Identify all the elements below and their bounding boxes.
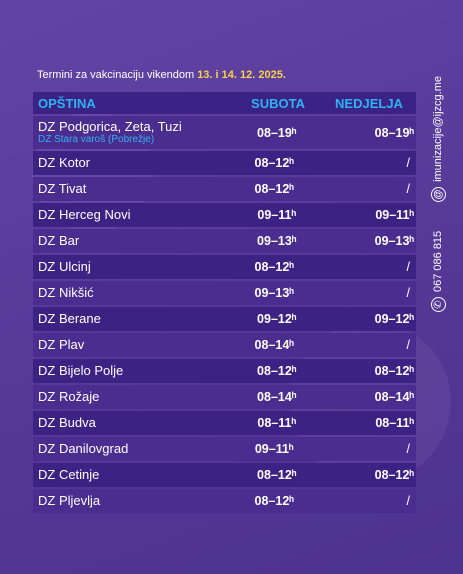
row-subota: 08–12ʰ xyxy=(257,468,297,482)
row-nedjelja: 09–13ʰ xyxy=(374,234,414,248)
row-subota: 08–12ʰ xyxy=(257,364,297,378)
row-nedjelja: / xyxy=(406,260,411,274)
row-opstina: DZ Bar xyxy=(33,234,233,248)
row-nedjelja: 09–12ʰ xyxy=(374,312,414,326)
table-row: DZ Pljevlja 08–12ʰ / xyxy=(33,489,416,513)
row-nedjelja: / xyxy=(406,286,411,300)
row-opstina: DZ Berane xyxy=(33,312,233,326)
table-row: DZ Herceg Novi 09–11ʰ 09–11ʰ xyxy=(33,203,416,227)
row-subota: 08–12ʰ xyxy=(254,494,294,508)
row-opstina: DZ Budva xyxy=(33,416,233,430)
row-subota: 09–11ʰ xyxy=(257,208,297,222)
opstina-name: DZ Rožaje xyxy=(38,389,100,404)
table-row: DZ Ulcinj 08–12ʰ / xyxy=(33,255,416,279)
opstina-name: DZ Plav xyxy=(38,337,85,352)
row-opstina: DZ Kotor xyxy=(33,156,231,170)
table-row: DZ Rožaje 08–14ʰ 08–14ʰ xyxy=(33,385,416,409)
page-title: Termini za vakcinaciju vikendom 13. i 14… xyxy=(37,69,286,81)
title-date: 13. i 14. 12. 2025. xyxy=(197,69,286,81)
opstina-name: DZ Ulcinj xyxy=(38,259,91,274)
row-subota: 08–12ʰ xyxy=(254,156,294,170)
table-row: DZ Nikšić 09–13ʰ / xyxy=(33,281,416,305)
table-row: DZ Kotor 08–12ʰ / xyxy=(33,151,416,175)
row-subota: 08–19ʰ xyxy=(257,125,297,140)
row-opstina: DZ Danilovgrad xyxy=(33,442,231,456)
schedule-table: OPŠTINA SUBOTA NEDJELJA DZ Podgorica, Ze… xyxy=(33,92,416,513)
row-nedjelja: 08–14ʰ xyxy=(374,390,414,404)
row-nedjelja: / xyxy=(406,338,411,352)
row-subota: 09–13ʰ xyxy=(257,234,297,248)
opstina-sub-location: DZ Stara varoš (Pobrežje) xyxy=(38,134,155,145)
row-subota: 09–11ʰ xyxy=(254,442,294,456)
header-subota: SUBOTA xyxy=(251,95,305,111)
row-opstina: DZ Rožaje xyxy=(33,390,233,404)
opstina-name: DZ Cetinje xyxy=(38,467,100,482)
row-subota: 08–14ʰ xyxy=(254,338,294,352)
opstina-name: DZ Budva xyxy=(38,415,96,430)
opstina-name: DZ Danilovgrad xyxy=(38,441,129,456)
phone-icon: ✆ xyxy=(430,297,446,312)
table-row: DZ Berane 09–12ʰ 09–12ʰ xyxy=(33,307,416,331)
table-row: DZ Danilovgrad 09–11ʰ / xyxy=(33,437,416,461)
opstina-name: DZ Bar xyxy=(38,233,80,248)
row-subota: 08–12ʰ xyxy=(254,182,294,196)
row-nedjelja: / xyxy=(406,182,411,196)
at-icon: @ xyxy=(430,186,446,202)
row-subota: 09–12ʰ xyxy=(257,312,297,326)
row-nedjelja: 08–12ʰ xyxy=(374,364,414,378)
row-subota: 08–14ʰ xyxy=(257,390,297,404)
opstina-name: DZ Nikšić xyxy=(38,285,94,300)
opstina-name: DZ Berane xyxy=(38,311,101,326)
row-opstina: DZ Ulcinj xyxy=(33,260,231,274)
title-text: Termini za vakcinaciju vikendom xyxy=(37,69,195,81)
row-opstina: DZ Pljevlja xyxy=(33,494,231,508)
row-nedjelja: 08–19ʰ xyxy=(374,125,414,140)
row-subota: 09–13ʰ xyxy=(254,286,294,300)
row-nedjelja: / xyxy=(406,494,411,508)
row-nedjelja: 08–12ʰ xyxy=(374,468,414,482)
table-row: DZ Tivat 08–12ʰ / xyxy=(33,177,416,201)
row-subota: 08–11ʰ xyxy=(257,416,297,430)
table-row: DZ Podgorica, Zeta, Tuzi DZ Stara varoš (… xyxy=(33,116,416,149)
row-subota: 08–12ʰ xyxy=(254,260,294,274)
row-nedjelja: 09–11ʰ xyxy=(375,208,414,222)
opstina-name: DZ Kotor xyxy=(38,155,91,170)
phone-number: 067 086 815 xyxy=(432,230,444,292)
opstina-name: DZ Tivat xyxy=(38,181,87,196)
row-opstina: DZ Nikšić xyxy=(33,286,231,300)
header-nedjelja: NEDJELJA xyxy=(335,95,403,111)
opstina-name: DZ Herceg Novi xyxy=(38,207,131,222)
table-row: DZ Cetinje 08–12ʰ 08–12ʰ xyxy=(33,463,416,487)
opstina-name: DZ Bijelo Polje xyxy=(38,363,124,378)
row-opstina: DZ Cetinje xyxy=(33,468,233,482)
row-nedjelja: 08–11ʰ xyxy=(375,416,414,430)
table-header: OPŠTINA SUBOTA NEDJELJA xyxy=(33,92,416,114)
row-opstina: DZ Bijelo Polje xyxy=(33,364,233,378)
opstina-name: DZ Pljevlja xyxy=(38,493,101,508)
row-nedjelja: / xyxy=(406,442,411,456)
table-row: DZ Budva 08–11ʰ 08–11ʰ xyxy=(33,411,416,435)
row-nedjelja: / xyxy=(406,156,411,170)
table-row: DZ Bar 09–13ʰ 09–13ʰ xyxy=(33,229,416,253)
table-row: DZ Plav 08–14ʰ / xyxy=(33,333,416,357)
table-row: DZ Bijelo Polje 08–12ʰ 08–12ʰ xyxy=(33,359,416,383)
row-opstina: DZ Plav xyxy=(33,338,231,352)
header-opstina: OPŠTINA xyxy=(38,95,96,111)
row-opstina: DZ Podgorica, Zeta, Tuzi DZ Stara varoš (… xyxy=(33,119,233,146)
row-opstina: DZ Tivat xyxy=(33,182,231,196)
email-address: imunizacije@ijzcg.me xyxy=(432,76,444,182)
row-opstina: DZ Herceg Novi xyxy=(33,208,233,222)
opstina-name: DZ Podgorica, Zeta, Tuzi xyxy=(38,119,182,134)
